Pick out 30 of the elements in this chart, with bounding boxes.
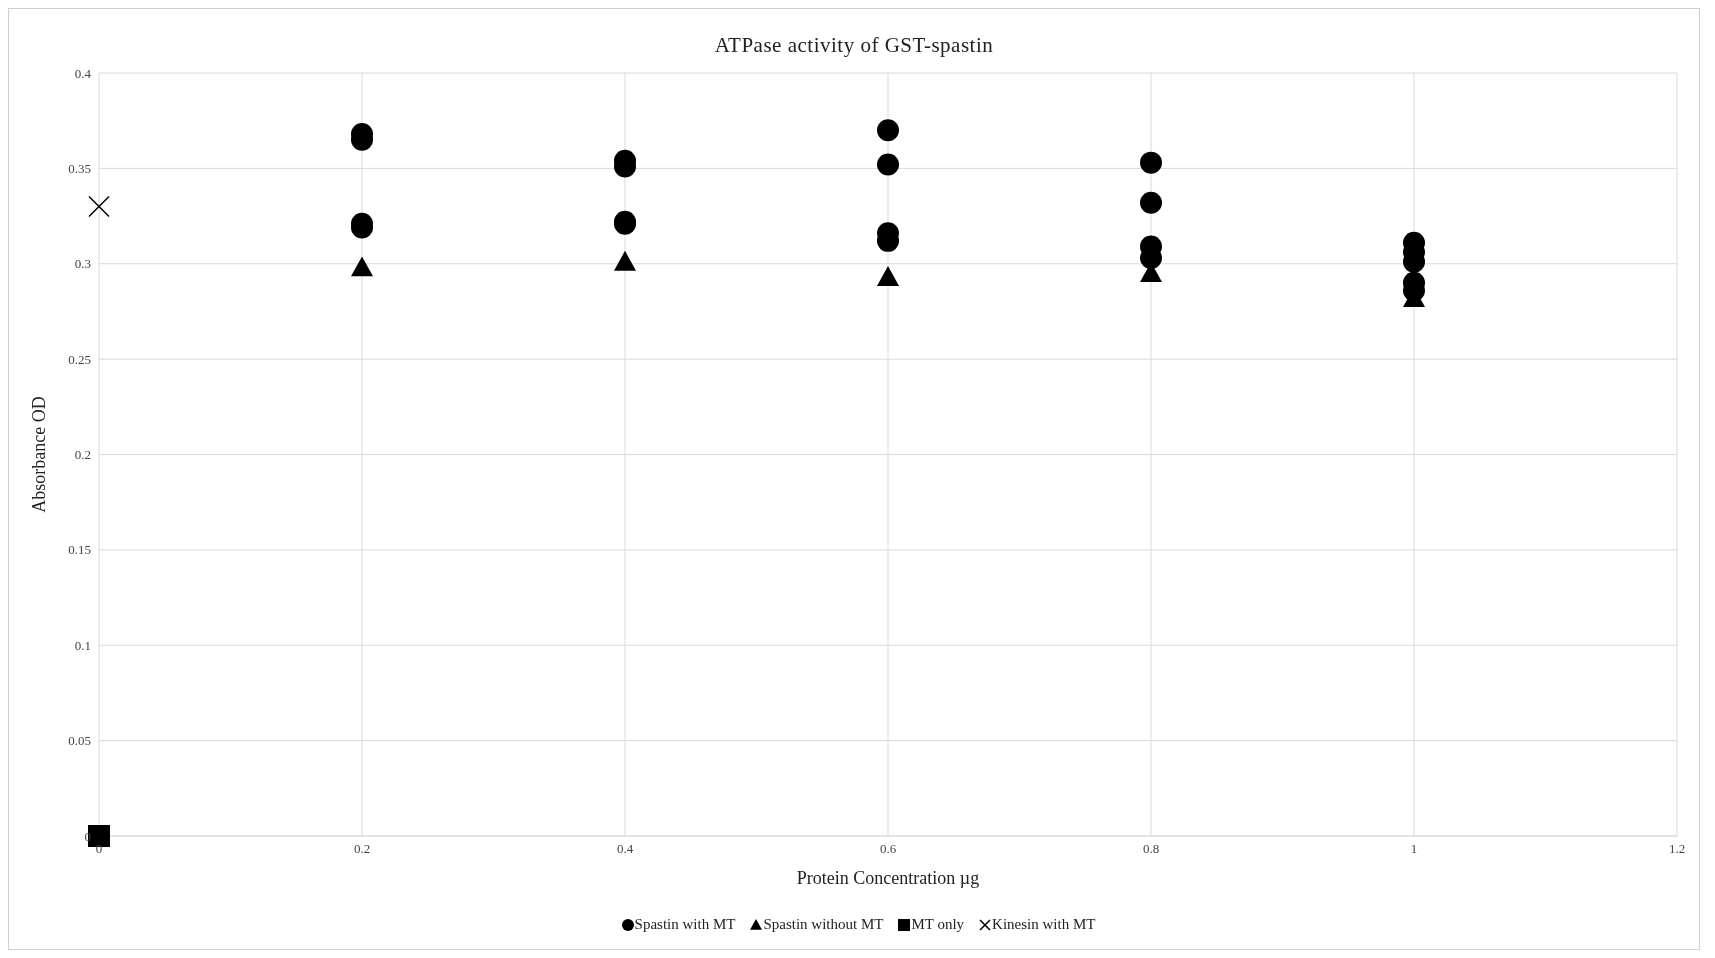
chart-title: ATPase activity of GST-spastin [713, 33, 995, 59]
point [88, 195, 110, 218]
point [351, 256, 373, 277]
legend-label: Spastin without MT [763, 916, 884, 933]
y-tick-label: 0.4 [74, 65, 92, 81]
x-axis-title: Protein Concentration µg [796, 868, 980, 888]
x-tick-label: 1.2 [1668, 841, 1686, 857]
point [877, 153, 899, 176]
x-tick-label: 0.4 [616, 841, 634, 857]
x-tick-label: 1 [1410, 841, 1418, 857]
y-tick-label: 0.05 [68, 733, 91, 749]
point [1140, 191, 1162, 214]
y-tick-label: 0 [84, 828, 91, 844]
x-tick-label: 0.8 [1142, 841, 1160, 857]
y-axis-title: Absorbance OD [29, 396, 50, 513]
legend-label: MT only [911, 916, 965, 933]
legend-label: Kinesin with MT [992, 916, 1096, 933]
legend-label: Spastin with MT [634, 916, 736, 933]
point [877, 119, 899, 142]
point [614, 250, 636, 271]
point [877, 266, 899, 286]
x-tick-label: 0.6 [879, 841, 897, 857]
y-tick-label: 0.1 [74, 637, 91, 653]
y-tick-label: 0.25 [68, 351, 91, 367]
point [1140, 151, 1162, 174]
y-tick-label: 0.15 [68, 542, 91, 558]
y-tick-label: 0.2 [74, 447, 91, 463]
y-tick-label: 0.3 [74, 256, 91, 272]
y-tick-label: 0.35 [68, 160, 91, 176]
x-tick-label: 0.2 [353, 841, 371, 857]
